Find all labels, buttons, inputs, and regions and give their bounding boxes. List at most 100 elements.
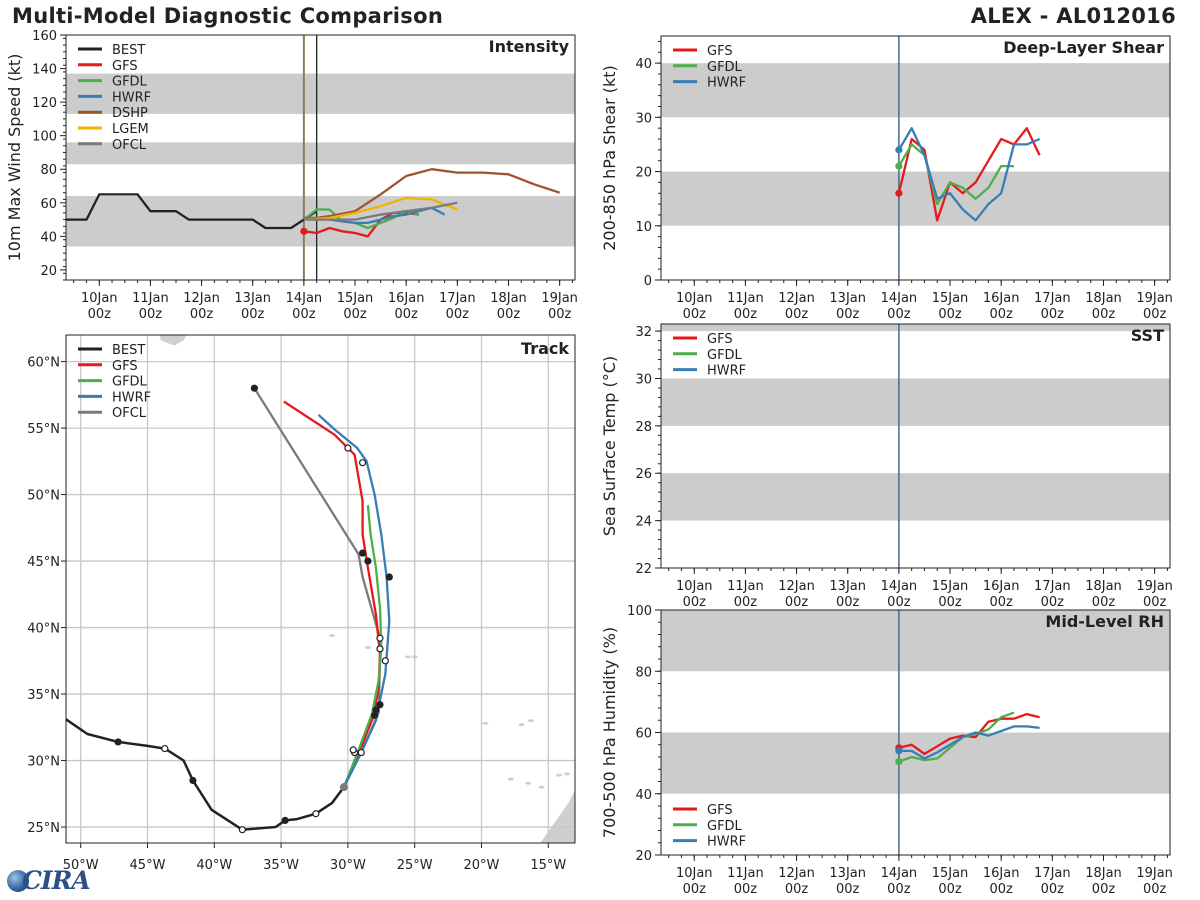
x-tick-hour: 00z <box>190 307 214 322</box>
longitude-label: 25°W <box>397 858 433 873</box>
x-tick-hour: 00z <box>1041 307 1065 322</box>
series-line-gfdl <box>898 711 1015 763</box>
track-map-area <box>66 335 575 843</box>
island <box>525 781 532 785</box>
series-line-hwrf <box>897 127 1041 222</box>
x-tick-date: 16Jan <box>983 291 1020 306</box>
forecast-point <box>357 748 365 757</box>
longitude-label: 50°W <box>63 858 99 873</box>
shaded-band <box>661 378 1170 426</box>
current-position-marker <box>339 783 348 792</box>
best-track-point <box>114 738 122 746</box>
x-tick-date: 14Jan <box>881 579 918 594</box>
x-tick-hour: 00z <box>1041 882 1065 897</box>
shaded-band <box>661 171 1170 226</box>
longitude-label: 15°W <box>530 858 566 873</box>
x-tick-hour: 00z <box>836 882 860 897</box>
y-tick-label: 26 <box>635 467 652 482</box>
island <box>538 785 545 789</box>
forecast-point <box>250 384 258 392</box>
shaded-band <box>661 610 1170 672</box>
forecast-point <box>358 459 367 467</box>
island <box>518 723 525 727</box>
legend-label-gfs: GFS <box>112 59 138 74</box>
x-tick-date: 16Jan <box>388 291 425 306</box>
legend-label-gfdl: GFDL <box>707 60 743 75</box>
x-tick-date: 19Jan <box>1136 579 1173 594</box>
latitude-label: 25°N <box>27 821 60 836</box>
x-tick-hour: 00z <box>683 307 707 322</box>
x-tick-date: 12Jan <box>183 291 220 306</box>
island <box>328 634 335 638</box>
panel-shear: 01020304010Jan00z11Jan00z12Jan00z13Jan00… <box>600 35 1173 322</box>
storm-id-label: ALEX - AL012016 <box>970 4 1176 28</box>
longitude-label: 40°W <box>196 858 232 873</box>
best-track-point <box>189 776 197 785</box>
x-tick-date: 12Jan <box>778 579 815 594</box>
figure-title: Multi-Model Diagnostic Comparison <box>12 4 444 28</box>
x-tick-hour: 00z <box>1092 882 1116 897</box>
legend-label-lgem: LGEM <box>112 122 149 137</box>
x-tick-hour: 00z <box>139 307 163 322</box>
latitude-label: 60°N <box>27 356 60 371</box>
series-line-dshp <box>303 168 561 221</box>
x-tick-hour: 00z <box>938 307 962 322</box>
x-tick-hour: 00z <box>1143 595 1167 610</box>
legend-label-gfdl: GFDL <box>112 375 148 390</box>
y-tick-label: 80 <box>635 665 652 680</box>
legend-label-hwrf: HWRF <box>112 90 151 105</box>
latitude-label: 40°N <box>27 622 60 637</box>
y-tick-label: 100 <box>627 604 652 619</box>
x-tick-hour: 00z <box>785 307 809 322</box>
island <box>555 773 562 777</box>
x-tick-date: 10Jan <box>676 579 713 594</box>
init-marker-gfdl <box>895 162 903 170</box>
x-tick-date: 17Jan <box>1034 866 1071 881</box>
africa-landmass <box>540 789 575 843</box>
legend-label-hwrf: HWRF <box>707 76 746 91</box>
x-tick-hour: 00z <box>343 307 367 322</box>
plot-frame <box>65 334 576 844</box>
y-tick-label: 100 <box>32 130 57 145</box>
forecast-point <box>381 657 389 665</box>
x-tick-date: 16Jan <box>983 866 1020 881</box>
island <box>482 721 489 725</box>
x-tick-hour: 00z <box>548 307 572 322</box>
island <box>527 719 534 723</box>
x-tick-hour: 00z <box>887 307 911 322</box>
x-tick-date: 10Jan <box>676 291 713 306</box>
x-tick-hour: 00z <box>989 307 1013 322</box>
forecast-point <box>376 645 384 653</box>
latitude-label: 35°N <box>27 688 60 703</box>
y-tick-label: 30 <box>635 372 652 387</box>
y-axis-label: 200-850 hPa Shear (kt) <box>600 65 619 251</box>
series-group <box>66 168 561 238</box>
x-tick-hour: 00z <box>1143 882 1167 897</box>
forecast-point <box>344 444 352 452</box>
forecast-point <box>376 634 384 642</box>
cira-logo-text: CIRA <box>22 866 91 895</box>
y-tick-label: 140 <box>32 63 57 78</box>
x-tick-hour: 00z <box>836 307 860 322</box>
longitude-label: 45°W <box>130 858 166 873</box>
y-axis-label: 700-500 hPa Humidity (%) <box>600 627 619 838</box>
y-tick-label: 24 <box>635 515 652 530</box>
plot-frame <box>660 35 1171 281</box>
y-tick-label: 32 <box>635 325 652 340</box>
init-marker-hwrf <box>895 146 903 154</box>
panel-title: Track <box>521 339 569 358</box>
series-line-lgem <box>303 196 458 221</box>
x-tick-hour: 00z <box>989 595 1013 610</box>
y-tick-label: 20 <box>635 166 652 181</box>
panel-sst: 22242628303210Jan00z11Jan00z12Jan00z13Ja… <box>600 323 1173 610</box>
x-tick-hour: 00z <box>394 307 418 322</box>
y-tick-label: 60 <box>40 197 57 212</box>
init-marker-gfs <box>300 227 308 235</box>
y-tick-label: 0 <box>644 274 652 289</box>
legend-label-hwrf: HWRF <box>707 364 746 379</box>
x-tick-hour: 00z <box>1041 595 1065 610</box>
x-tick-hour: 00z <box>241 307 265 322</box>
x-tick-date: 11Jan <box>727 866 764 881</box>
